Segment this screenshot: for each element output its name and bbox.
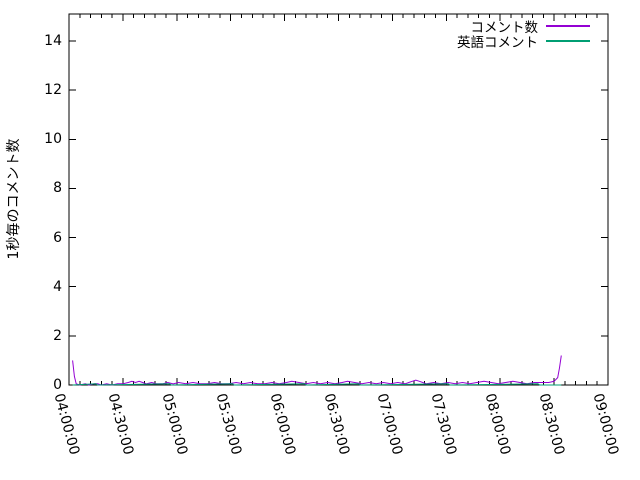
legend: コメント数 英語コメント: [457, 18, 590, 51]
series-line-0: [72, 355, 562, 386]
y-tick-label: 10: [44, 131, 62, 148]
y-tick-label: 8: [53, 180, 62, 197]
y-tick-label: 6: [53, 229, 62, 246]
y-tick-label: 12: [44, 82, 62, 99]
y-tick-label: 4: [53, 278, 62, 295]
legend-label-comments: コメント数: [470, 19, 539, 36]
legend-line-sample-english-comments: [546, 39, 590, 42]
legend-label-english-comments: 英語コメント: [457, 34, 538, 51]
series-line-1: [72, 383, 562, 386]
y-tick-label: 2: [53, 327, 62, 344]
legend-item-comments: コメント数: [457, 18, 590, 36]
y-tick-label: 0: [53, 377, 62, 393]
legend-line-sample-comments: [546, 24, 590, 27]
plot-border: [68, 13, 609, 386]
legend-item-english-comments: 英語コメント: [457, 33, 590, 51]
y-tick-label: 14: [44, 33, 62, 50]
